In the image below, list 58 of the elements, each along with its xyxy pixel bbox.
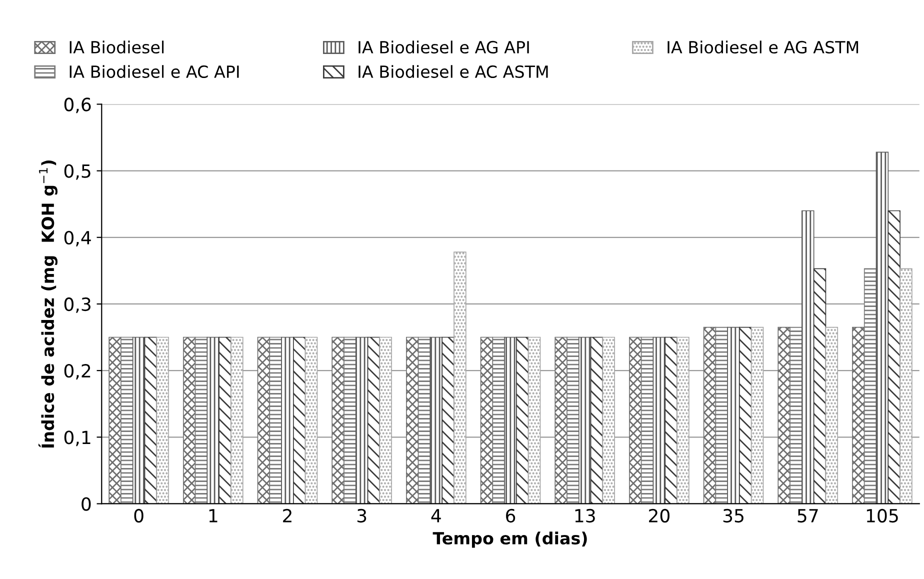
y-tick-label: 0,1 bbox=[64, 430, 90, 446]
bar bbox=[293, 336, 306, 504]
y-tick-label: 0,2 bbox=[64, 364, 90, 380]
bar bbox=[528, 336, 541, 504]
bar bbox=[281, 336, 294, 504]
bar bbox=[876, 152, 889, 504]
x-tick-label: 20 bbox=[649, 508, 670, 523]
x-tick-label: 2 bbox=[283, 508, 292, 522]
bar bbox=[516, 336, 529, 504]
bar bbox=[727, 326, 740, 504]
legend-label: IA Biodiesel e AC ASTM bbox=[358, 65, 548, 78]
y-tick-label: 0 bbox=[82, 497, 91, 511]
x-axis-title: Tempo em (dias) bbox=[432, 532, 587, 548]
x-tick-label: 1 bbox=[209, 509, 218, 522]
legend-label: IA Biodiesel e AG ASTM bbox=[668, 40, 858, 54]
bar bbox=[304, 336, 318, 504]
bar bbox=[664, 336, 678, 504]
bar bbox=[504, 336, 517, 504]
bar bbox=[813, 268, 826, 504]
bar bbox=[652, 336, 666, 504]
x-tick-label: 3 bbox=[357, 508, 366, 523]
bar bbox=[602, 336, 616, 504]
bar bbox=[590, 336, 604, 504]
x-tick-label: 57 bbox=[798, 509, 818, 523]
legend-label: IA Biodiesel bbox=[70, 40, 164, 54]
x-tick-label: 6 bbox=[506, 508, 516, 523]
bar bbox=[430, 336, 443, 504]
legend-label: IA Biodiesel e AG API bbox=[358, 40, 529, 54]
bar bbox=[750, 326, 764, 504]
y-tick-label: 0,5 bbox=[64, 164, 90, 180]
legend-label: IA Biodiesel e AC API bbox=[70, 65, 239, 78]
y-tick-label: 0,3 bbox=[64, 297, 90, 313]
bar bbox=[379, 336, 392, 504]
bar bbox=[900, 268, 912, 504]
y-axis-title: Índice de acidez (mg KOH g$^{−1}$) bbox=[38, 160, 58, 448]
bar bbox=[676, 336, 690, 504]
bar bbox=[206, 336, 220, 504]
x-tick-label: 4 bbox=[431, 509, 441, 522]
bar bbox=[802, 210, 814, 504]
bar bbox=[454, 252, 466, 504]
x-tick-label: 13 bbox=[575, 508, 595, 523]
bar bbox=[888, 210, 900, 504]
bar bbox=[739, 326, 752, 504]
x-tick-label: 35 bbox=[723, 508, 744, 523]
bar bbox=[230, 336, 244, 504]
x-tick-label: 105 bbox=[866, 508, 898, 523]
bar bbox=[578, 336, 592, 504]
bar bbox=[355, 336, 368, 504]
bar bbox=[367, 336, 380, 504]
bar bbox=[156, 336, 169, 504]
bar bbox=[218, 336, 232, 504]
y-tick-label: 0,6 bbox=[64, 98, 91, 114]
bar bbox=[144, 336, 158, 504]
y-tick-label: 0,4 bbox=[64, 230, 91, 246]
bar bbox=[442, 336, 454, 504]
bar bbox=[825, 326, 838, 504]
bar bbox=[132, 336, 146, 504]
x-tick-label: 0 bbox=[134, 508, 144, 523]
